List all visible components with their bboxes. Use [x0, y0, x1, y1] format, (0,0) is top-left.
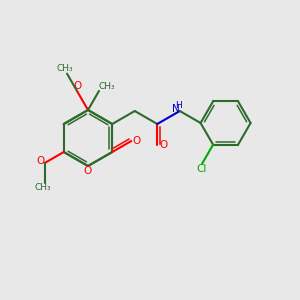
Text: H: H: [176, 100, 182, 109]
Text: CH₃: CH₃: [99, 82, 115, 91]
Text: O: O: [132, 136, 140, 146]
Text: O: O: [159, 140, 167, 150]
Text: Cl: Cl: [196, 164, 206, 174]
Text: CH₃: CH₃: [34, 184, 51, 193]
Text: O: O: [37, 156, 45, 166]
Text: O: O: [84, 166, 92, 176]
Text: N: N: [172, 104, 180, 114]
Text: CH₃: CH₃: [57, 64, 73, 73]
Text: O: O: [74, 81, 82, 91]
